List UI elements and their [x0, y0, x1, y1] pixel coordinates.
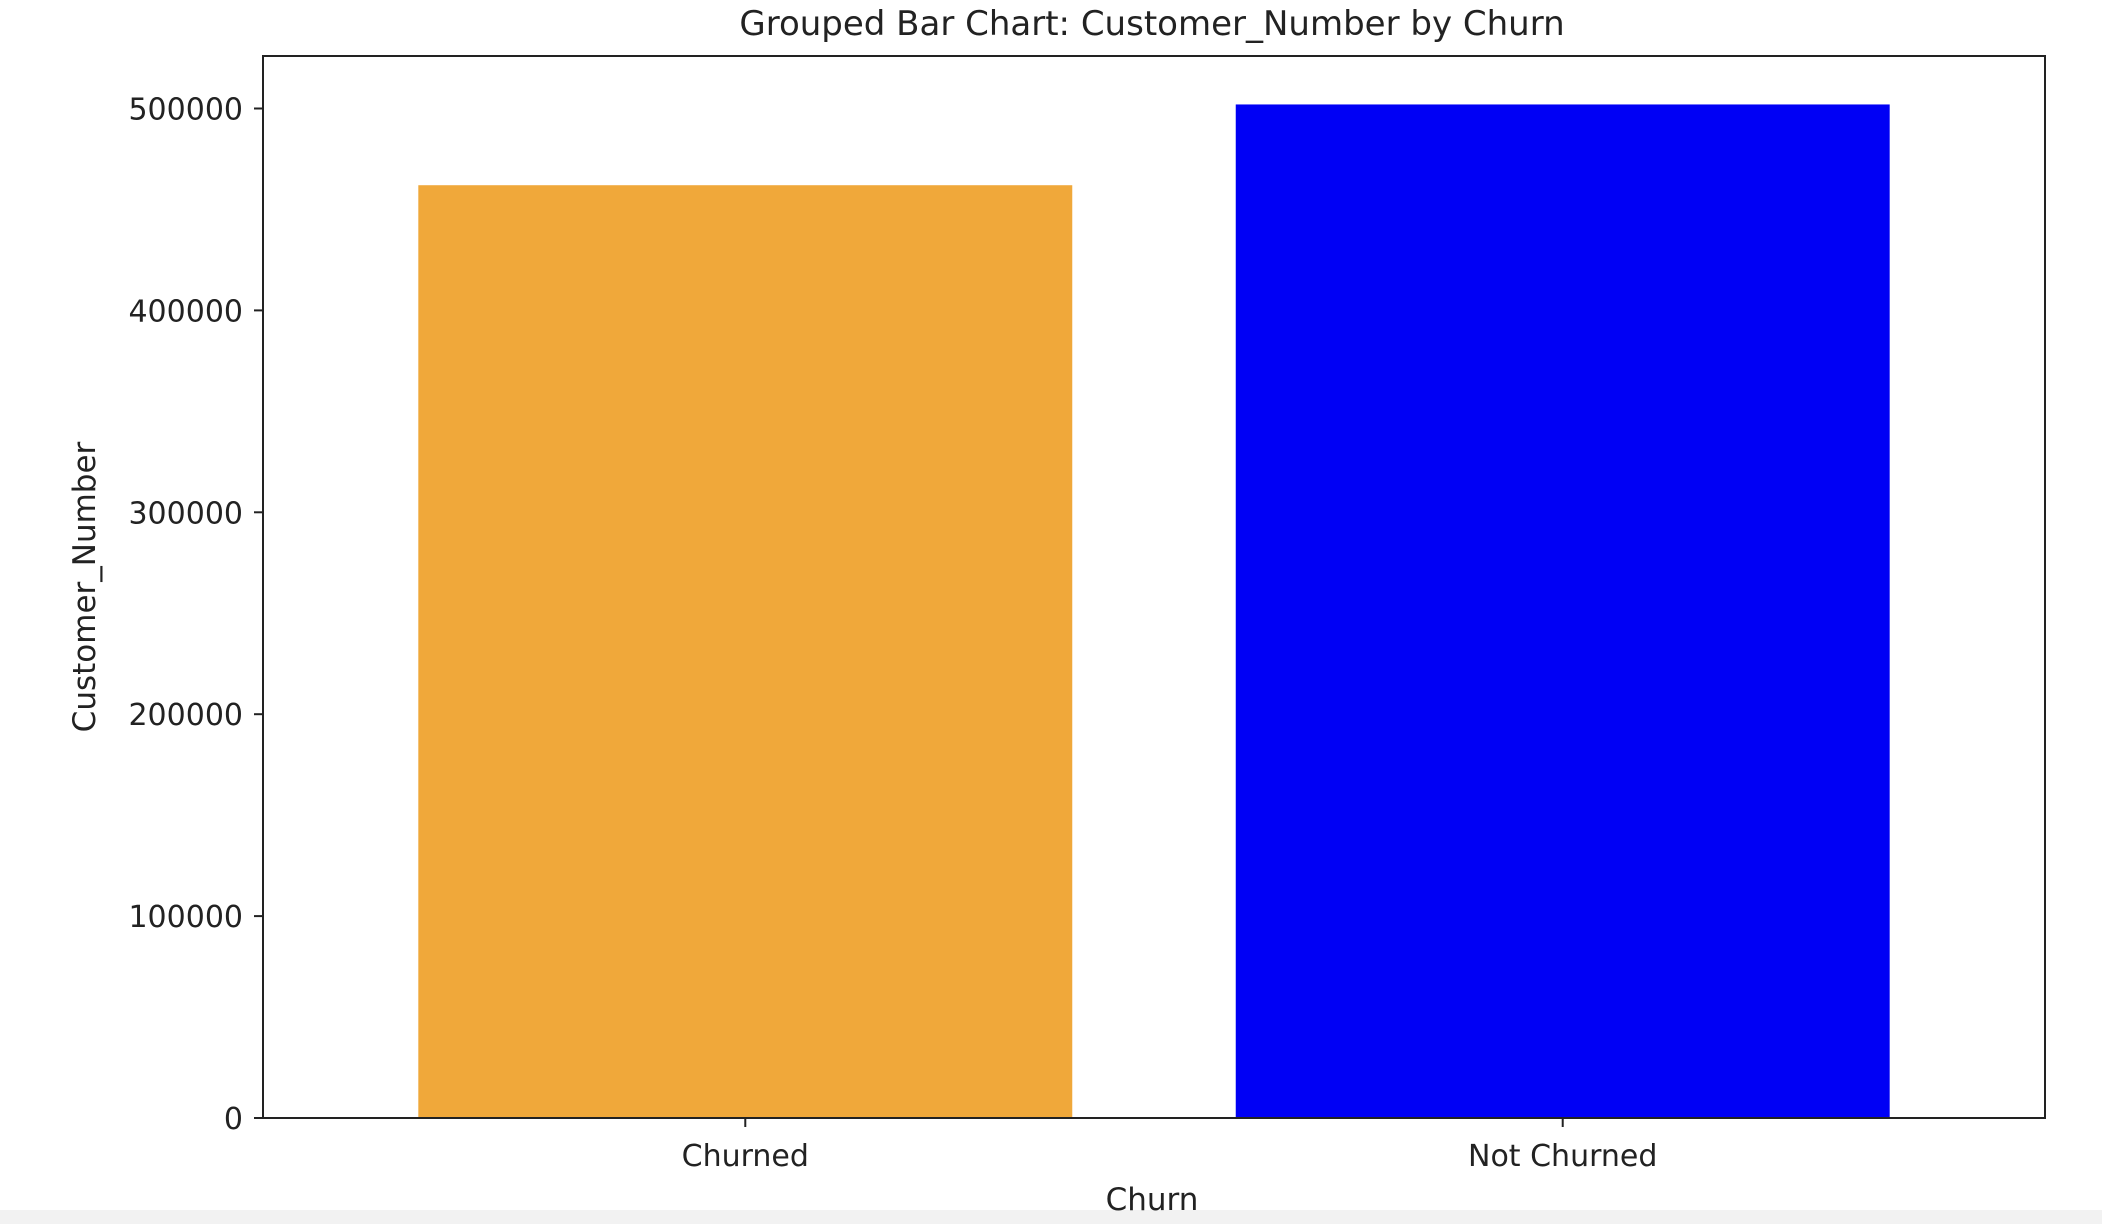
bar-not-churned [1235, 104, 1890, 1118]
bar-churned [418, 185, 1073, 1118]
x-axis: Churned Not Churned [682, 1118, 1657, 1174]
y-tick-label: 200000 [128, 698, 243, 733]
x-tick-label: Churned [682, 1139, 809, 1174]
y-tick-label: 100000 [128, 900, 243, 935]
x-axis-label: Churn [1106, 1182, 1199, 1218]
y-axis-label: Customer_Number [67, 441, 103, 732]
y-tick-label: 0 [224, 1102, 243, 1137]
x-tick-label: Not Churned [1468, 1139, 1657, 1174]
plot-frame [262, 55, 2046, 1119]
y-tick-label: 400000 [128, 294, 243, 329]
chart-title: Grouped Bar Chart: Customer_Number by Ch… [739, 4, 1564, 44]
bars-layer [418, 104, 1890, 1118]
y-tick-label: 500000 [128, 92, 243, 127]
y-axis: 0 100000 200000 300000 400000 500000 [128, 92, 263, 1137]
y-tick-label: 300000 [128, 496, 243, 531]
